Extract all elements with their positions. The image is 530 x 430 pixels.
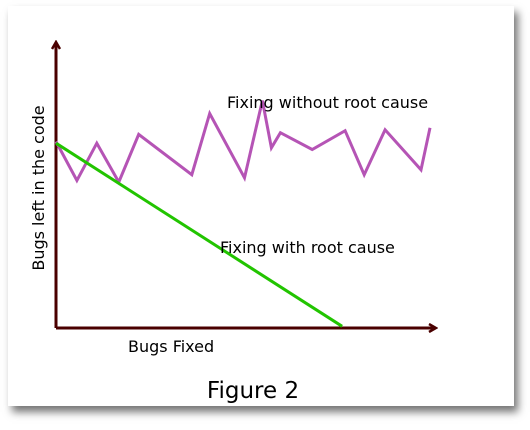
x-axis-label: Bugs Fixed — [128, 337, 214, 356]
series-label-without-root-cause: Fixing without root cause — [227, 93, 428, 112]
series-group — [54, 100, 432, 328]
y-axis-label: Bugs left in the code — [29, 105, 48, 270]
figure-caption: Figure 2 — [207, 378, 299, 404]
series-line-without-root-cause — [54, 100, 432, 186]
figure-paper — [8, 6, 514, 406]
series-line-with-root-cause — [55, 141, 343, 328]
series-label-with-root-cause: Fixing with root cause — [220, 238, 395, 257]
